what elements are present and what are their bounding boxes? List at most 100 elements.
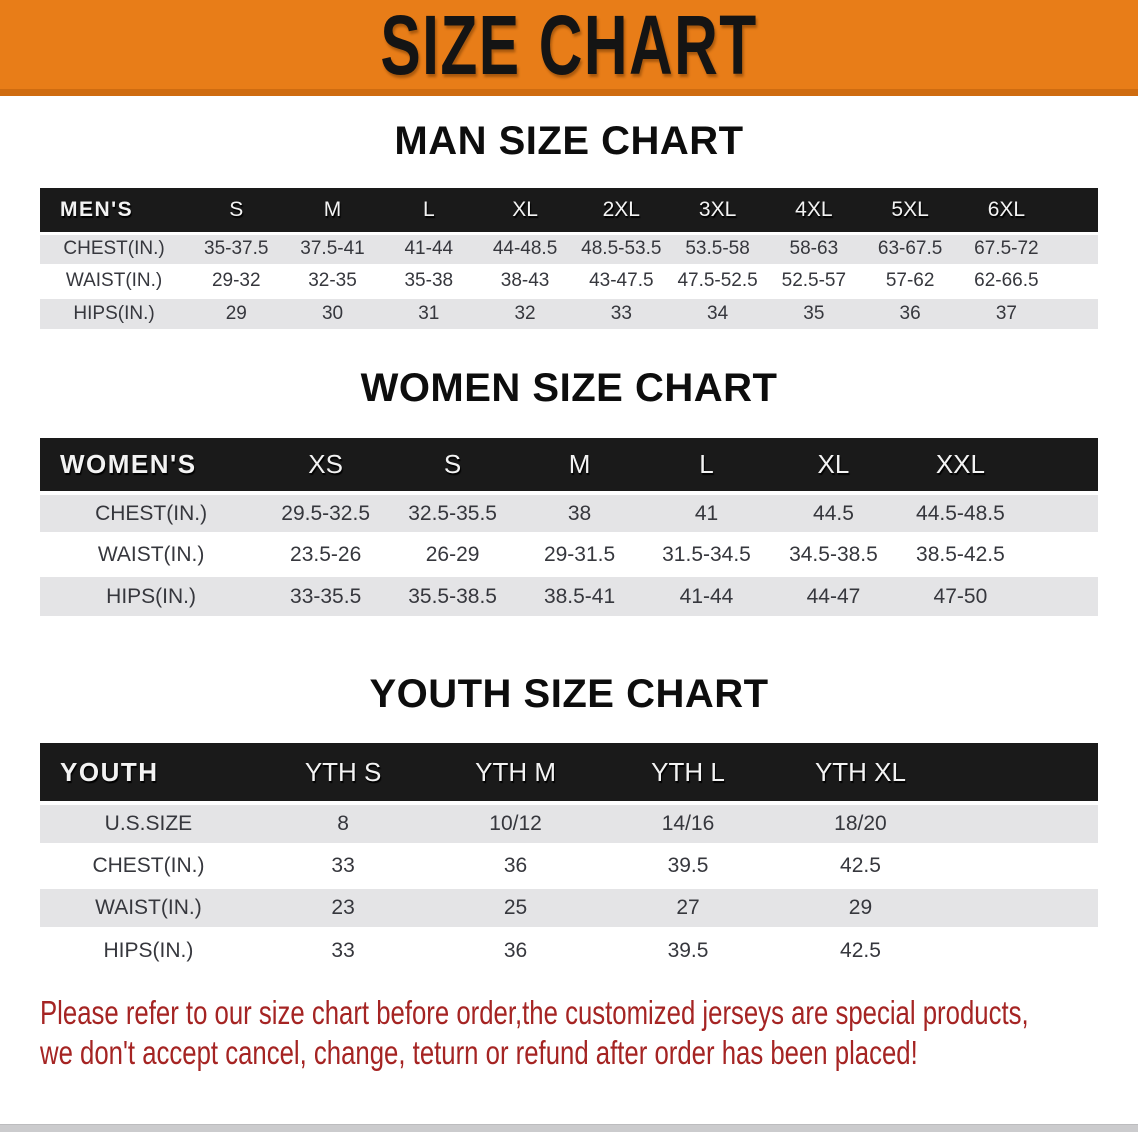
measurement-cell: 31 <box>380 297 477 329</box>
measurement-cell: 35 <box>765 297 862 329</box>
size-column-header: XXL <box>896 438 1024 493</box>
disclaimer: Please refer to our size chart before or… <box>0 993 1138 1073</box>
youth-size-table: YOUTH YTH S YTH M YTH L YTH XL U.S.SIZE 8 10/12… <box>40 743 1098 971</box>
disclaimer-line-1: Please refer to our size chart before or… <box>40 994 1029 1031</box>
measurement-cell: 32.5-35.5 <box>389 493 517 534</box>
size-column-header: XL <box>476 188 574 233</box>
measurement-cell: 23 <box>256 887 430 929</box>
measurement-cell: 47.5-52.5 <box>669 265 766 297</box>
measurement-cell: 33-35.5 <box>262 575 390 616</box>
header-filler <box>946 743 1098 803</box>
youth-section: YOUTH SIZE CHART YOUTH YTH S YTH M YTH L YTH… <box>0 671 1138 971</box>
size-column-header: S <box>389 438 517 493</box>
measurement-cell: 44.5-48.5 <box>896 493 1024 534</box>
row-filler <box>946 887 1098 929</box>
measurement-cell: 38.5-41 <box>516 575 644 616</box>
row-filler <box>1023 493 1098 534</box>
men-header-row: MEN'S S M L XL 2XL 3XL 4XL 5XL 6XL <box>40 188 1098 233</box>
row-filler <box>1023 534 1098 575</box>
measurement-cell: 44-47 <box>769 575 897 616</box>
size-column-header: S <box>188 188 285 233</box>
measurement-cell: 42.5 <box>774 929 947 971</box>
measurement-row: WAIST(IN.) 23 25 27 29 <box>40 887 1098 929</box>
size-column-header: L <box>643 438 770 493</box>
men-size-table: MEN'S S M L XL 2XL 3XL 4XL 5XL 6XL CHEST(IN.) 35-37… <box>40 188 1098 329</box>
size-column-header: L <box>380 188 477 233</box>
measurement-cell: 38-43 <box>476 265 574 297</box>
measurement-cell: 36 <box>861 297 959 329</box>
row-label: U.S.SIZE <box>40 803 257 845</box>
measurement-cell: 52.5-57 <box>765 265 862 297</box>
men-header-label: MEN'S <box>40 188 189 233</box>
women-header-label: WOMEN'S <box>40 438 263 493</box>
size-column-header: 4XL <box>765 188 862 233</box>
size-column-header: YTH XL <box>774 743 947 803</box>
measurement-cell: 26-29 <box>389 534 517 575</box>
women-size-table: WOMEN'S XS S M L XL XXL CHEST(IN.) 29.5-32.5 32.5… <box>40 438 1098 616</box>
measurement-row: U.S.SIZE 8 10/12 14/16 18/20 <box>40 803 1098 845</box>
measurement-cell: 35-37.5 <box>188 233 285 265</box>
measurement-cell: 39.5 <box>601 929 775 971</box>
size-column-header: YTH L <box>601 743 775 803</box>
size-column-header: 6XL <box>958 188 1055 233</box>
row-filler <box>1023 575 1098 616</box>
row-filler <box>1054 265 1098 297</box>
measurement-cell: 25 <box>429 887 602 929</box>
measurement-cell: 14/16 <box>601 803 775 845</box>
row-label: HIPS(IN.) <box>40 929 257 971</box>
measurement-cell: 35.5-38.5 <box>389 575 517 616</box>
measurement-row: HIPS(IN.) 33-35.5 35.5-38.5 38.5-41 41-44 44-… <box>40 575 1098 616</box>
measurement-row: CHEST(IN.) 33 36 39.5 42.5 <box>40 845 1098 887</box>
measurement-cell: 30 <box>284 297 381 329</box>
measurement-cell: 23.5-26 <box>262 534 390 575</box>
measurement-cell: 32-35 <box>284 265 381 297</box>
measurement-cell: 29 <box>774 887 947 929</box>
youth-section-title: YOUTH SIZE CHART <box>369 672 769 716</box>
measurement-cell: 62-66.5 <box>958 265 1055 297</box>
measurement-row: CHEST(IN.) 29.5-32.5 32.5-35.5 38 41 44.5 44.5… <box>40 493 1098 534</box>
size-column-header: YTH M <box>429 743 602 803</box>
measurement-cell: 67.5-72 <box>958 233 1055 265</box>
measurement-cell: 31.5-34.5 <box>643 534 770 575</box>
measurement-cell: 33 <box>256 845 430 887</box>
women-section-title: WOMEN SIZE CHART <box>360 366 778 410</box>
measurement-cell: 36 <box>429 845 602 887</box>
measurement-cell: 35-38 <box>380 265 477 297</box>
measurement-cell: 8 <box>256 803 430 845</box>
measurement-cell: 33 <box>256 929 430 971</box>
measurement-cell: 29-31.5 <box>516 534 644 575</box>
bottom-edge-strip <box>0 1124 1138 1132</box>
banner: SIZE CHART <box>0 0 1138 96</box>
men-section: MAN SIZE CHART MEN'S S M L XL 2XL 3XL 4XL 5XL 6XL… <box>0 118 1138 329</box>
women-section: WOMEN SIZE CHART WOMEN'S XS S M L XL XXL CHEST(… <box>0 365 1138 616</box>
measurement-row: WAIST(IN.) 29-32 32-35 35-38 38-43 43-47.5 47.… <box>40 265 1098 297</box>
measurement-row: HIPS(IN.) 29 30 31 32 33 34 35 36 37 <box>40 297 1098 329</box>
row-filler <box>946 803 1098 845</box>
measurement-cell: 48.5-53.5 <box>573 233 670 265</box>
row-label: CHEST(IN.) <box>40 493 263 534</box>
measurement-cell: 58-63 <box>765 233 862 265</box>
measurement-cell: 36 <box>429 929 602 971</box>
measurement-cell: 37 <box>958 297 1055 329</box>
row-label: CHEST(IN.) <box>40 845 257 887</box>
measurement-cell: 42.5 <box>774 845 947 887</box>
row-label: WAIST(IN.) <box>40 887 257 929</box>
header-filler <box>1023 438 1098 493</box>
measurement-cell: 29-32 <box>188 265 285 297</box>
measurement-cell: 38 <box>516 493 644 534</box>
measurement-row: HIPS(IN.) 33 36 39.5 42.5 <box>40 929 1098 971</box>
measurement-cell: 41-44 <box>643 575 770 616</box>
measurement-cell: 33 <box>573 297 670 329</box>
row-label: WAIST(IN.) <box>40 534 263 575</box>
header-filler <box>1054 188 1098 233</box>
size-column-header: 5XL <box>861 188 959 233</box>
measurement-cell: 43-47.5 <box>573 265 670 297</box>
banner-title: SIZE CHART <box>380 0 758 92</box>
measurement-cell: 53.5-58 <box>669 233 766 265</box>
men-section-title: MAN SIZE CHART <box>394 119 744 163</box>
measurement-cell: 44.5 <box>769 493 897 534</box>
measurement-cell: 29.5-32.5 <box>262 493 390 534</box>
disclaimer-line-2: we don't accept cancel, change, teturn o… <box>40 1034 918 1071</box>
measurement-row: CHEST(IN.) 35-37.5 37.5-41 41-44 44-48.5 48.5… <box>40 233 1098 265</box>
size-column-header: M <box>516 438 644 493</box>
